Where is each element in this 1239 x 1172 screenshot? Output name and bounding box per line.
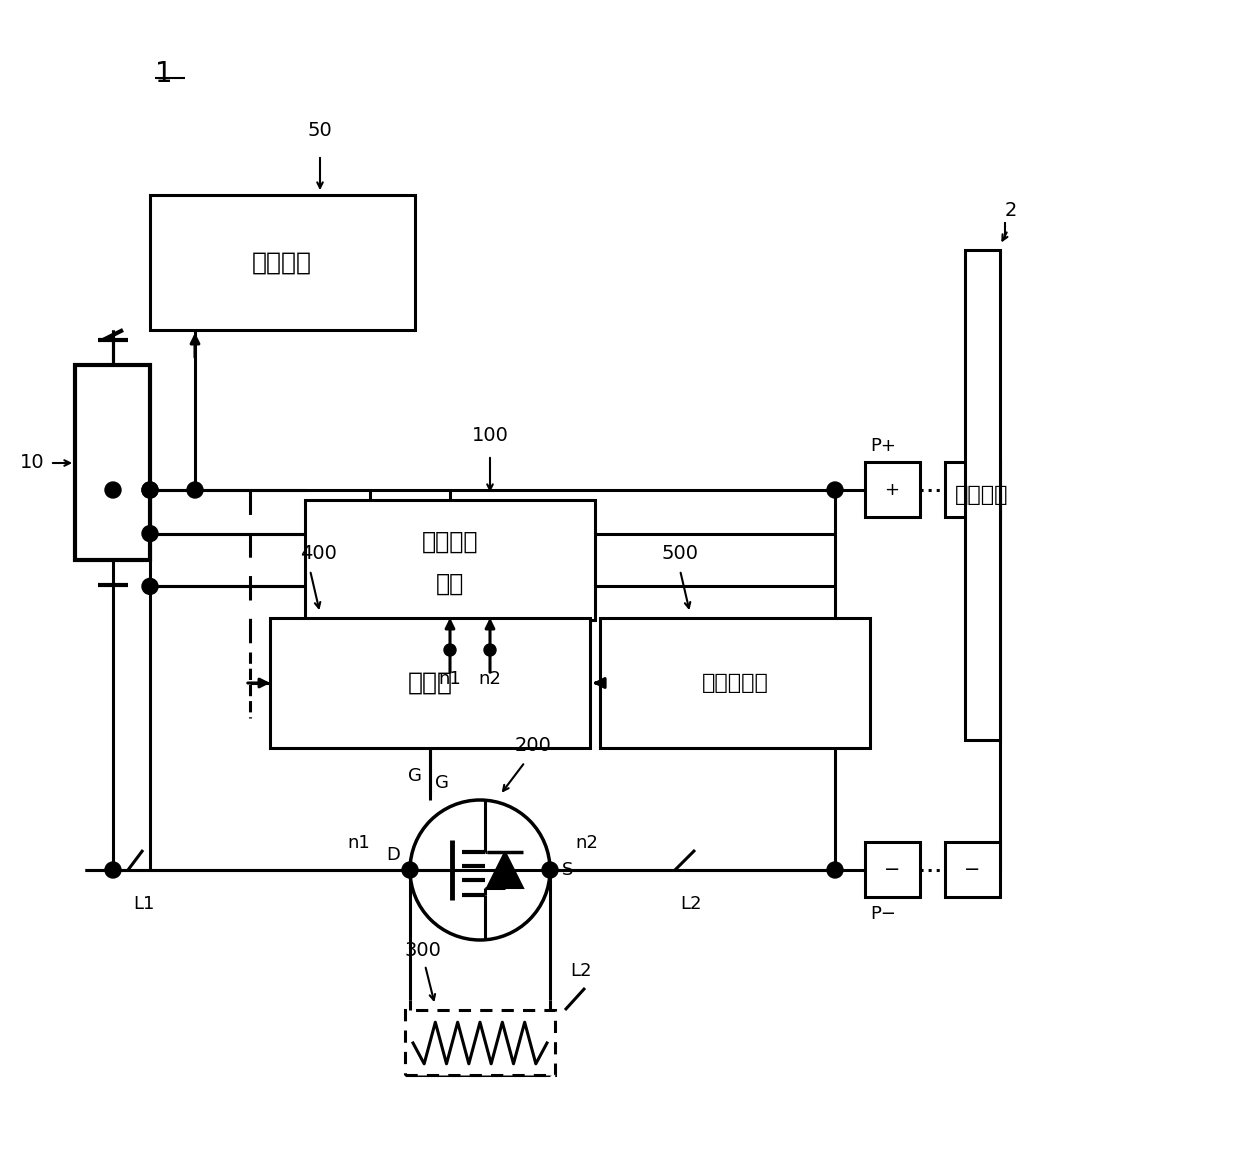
Text: 500: 500 xyxy=(662,544,699,563)
Polygon shape xyxy=(487,852,523,888)
Text: 外部装置: 外部装置 xyxy=(252,251,312,275)
Text: n1: n1 xyxy=(439,670,461,688)
Text: 处理器: 处理器 xyxy=(408,672,452,695)
Text: +: + xyxy=(885,481,900,499)
Text: L2: L2 xyxy=(570,962,591,980)
Text: 存储器装置: 存储器装置 xyxy=(701,673,768,693)
Text: −: − xyxy=(883,860,901,879)
Circle shape xyxy=(444,643,456,656)
Text: P−: P− xyxy=(870,905,896,924)
Text: D: D xyxy=(387,846,400,864)
Bar xyxy=(945,462,1000,517)
Bar xyxy=(600,618,870,748)
Circle shape xyxy=(541,861,558,878)
Bar xyxy=(865,462,921,517)
Circle shape xyxy=(826,861,843,878)
Circle shape xyxy=(105,482,121,498)
Text: 10: 10 xyxy=(20,454,45,472)
Circle shape xyxy=(105,861,121,878)
Circle shape xyxy=(187,482,203,498)
Bar xyxy=(965,250,1000,740)
Text: 单元: 单元 xyxy=(436,572,465,597)
Bar xyxy=(405,1010,555,1075)
Text: −: − xyxy=(964,860,980,879)
Text: L2: L2 xyxy=(680,895,701,913)
Text: n2: n2 xyxy=(478,670,502,688)
Circle shape xyxy=(142,525,159,541)
Text: 100: 100 xyxy=(472,425,508,445)
Bar xyxy=(945,841,1000,897)
Text: 1: 1 xyxy=(155,60,172,88)
Text: 电压测量: 电压测量 xyxy=(421,530,478,554)
Bar xyxy=(150,195,415,331)
Text: n1: n1 xyxy=(347,834,370,852)
Text: 2: 2 xyxy=(1005,202,1017,220)
Text: 200: 200 xyxy=(515,736,551,755)
Circle shape xyxy=(142,482,159,498)
Text: 50: 50 xyxy=(307,121,332,139)
Text: n2: n2 xyxy=(575,834,598,852)
Text: +: + xyxy=(964,481,980,499)
Circle shape xyxy=(142,579,159,594)
Text: P+: P+ xyxy=(870,437,896,455)
Bar xyxy=(865,841,921,897)
Circle shape xyxy=(484,643,496,656)
Text: 300: 300 xyxy=(405,941,442,960)
Text: S: S xyxy=(563,861,574,879)
Text: 400: 400 xyxy=(300,544,337,563)
Text: G: G xyxy=(408,766,422,785)
Bar xyxy=(76,364,150,560)
Bar xyxy=(270,618,590,748)
Text: 起动马达: 起动马达 xyxy=(955,485,1009,505)
Circle shape xyxy=(401,861,418,878)
Circle shape xyxy=(826,482,843,498)
Circle shape xyxy=(142,482,159,498)
Bar xyxy=(305,500,595,620)
Text: G: G xyxy=(435,774,449,792)
Text: L1: L1 xyxy=(133,895,155,913)
